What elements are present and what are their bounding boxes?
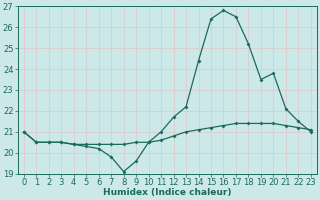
X-axis label: Humidex (Indice chaleur): Humidex (Indice chaleur) [103,188,232,197]
